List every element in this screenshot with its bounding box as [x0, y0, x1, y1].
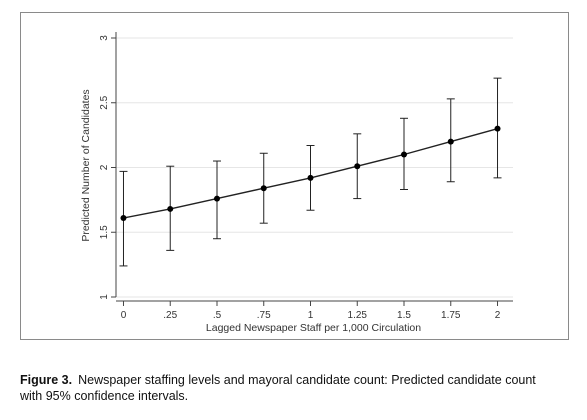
- y-tick-label: 2.5: [99, 95, 110, 109]
- figure-label: Figure 3.: [20, 373, 73, 387]
- point-layer: [120, 125, 501, 222]
- chart-svg: 1 1.5 2 2.5 3 0 .25 .5 .75 1 1.25 1.5 1.75 2 Lagged Ne…: [80, 32, 513, 334]
- prediction-point: [401, 151, 408, 158]
- prediction-point: [120, 215, 127, 222]
- y-tick-label: 1: [99, 294, 110, 300]
- prediction-point: [260, 185, 267, 192]
- x-tick-label: .25: [163, 310, 177, 321]
- y-tick-label: 1.5: [99, 225, 110, 239]
- prediction-point: [307, 174, 314, 181]
- y-tick-label: 3: [99, 35, 110, 41]
- x-tick-label: .75: [257, 310, 271, 321]
- x-tick-label: 1.75: [441, 310, 461, 321]
- x-tick-label: 1.5: [397, 310, 411, 321]
- y-tick-label: 2: [99, 164, 110, 170]
- figure-caption: Figure 3. Newspaper staffing levels and m…: [20, 372, 560, 404]
- x-axis-title: Lagged Newspaper Staff per 1,000 Circula…: [206, 322, 421, 334]
- ci-layer: [119, 77, 502, 267]
- y-axis-title: Predicted Number of Candidates: [80, 89, 92, 241]
- chart-frame: 1 1.5 2 2.5 3 0 .25 .5 .75 1 1.25 1.5 1.75 2 Lagged Ne…: [20, 12, 569, 340]
- caption-text: Newspaper staffing levels and mayoral ca…: [20, 373, 536, 403]
- x-tick-label: 1.25: [348, 310, 368, 321]
- grid-layer: [116, 37, 513, 298]
- x-tick-label: 2: [495, 310, 501, 321]
- prediction-point: [167, 205, 174, 212]
- x-tick-label: .5: [213, 310, 222, 321]
- prediction-point: [354, 163, 361, 170]
- prediction-point: [213, 195, 220, 202]
- x-tick-label: 1: [308, 310, 314, 321]
- axes-layer: [111, 32, 513, 306]
- x-tick-label: 0: [121, 310, 127, 321]
- label-layer: 1 1.5 2 2.5 3 0 .25 .5 .75 1 1.25 1.5 1.75 2 Lagged Ne…: [80, 35, 501, 334]
- prediction-point: [494, 125, 501, 132]
- prediction-point: [447, 138, 454, 145]
